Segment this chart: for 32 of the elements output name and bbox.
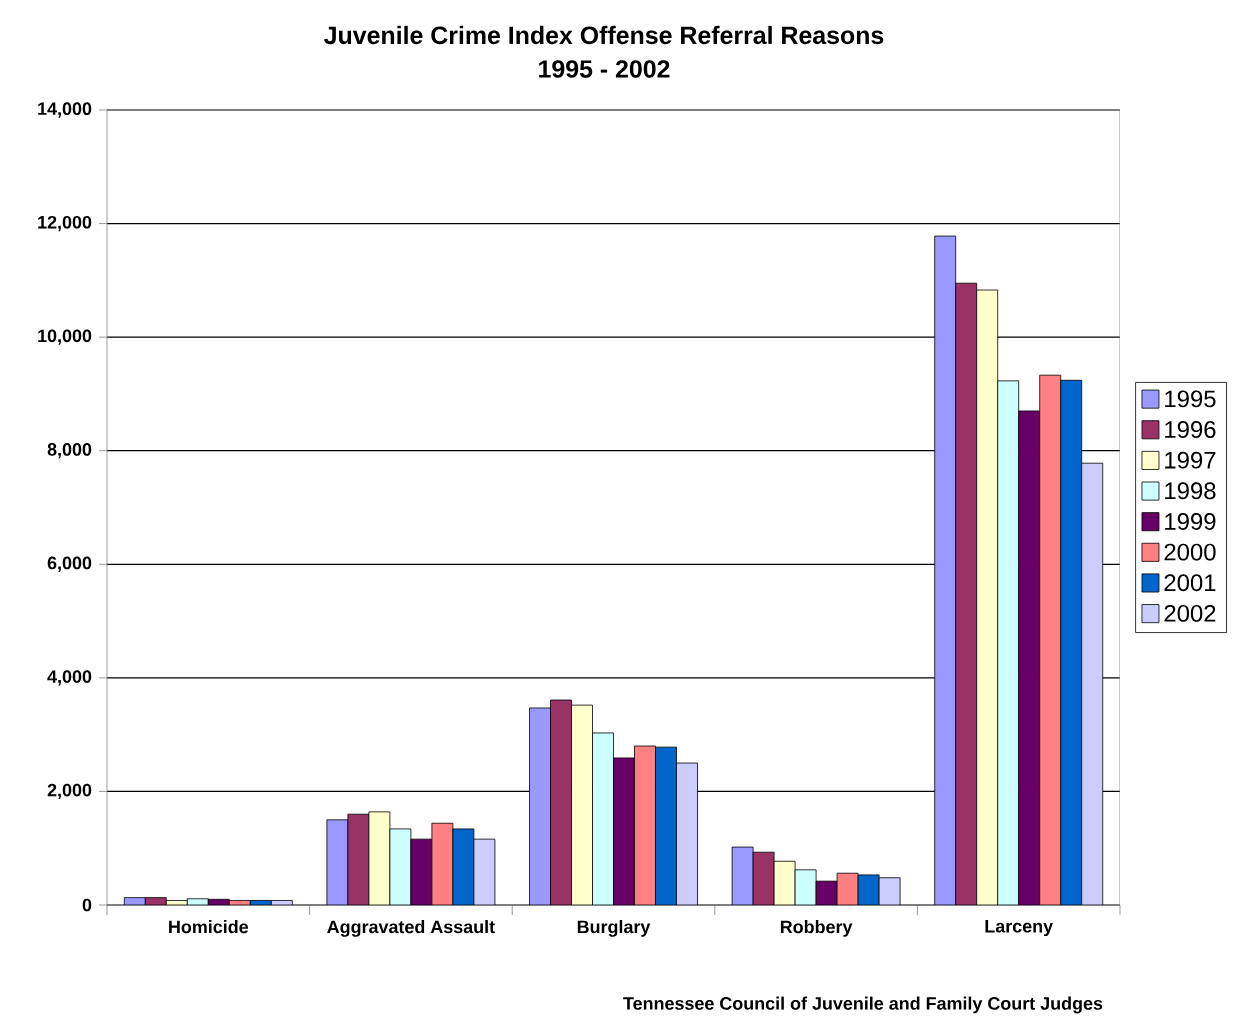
bar: [1018, 410, 1041, 905]
text: Tennessee Council of Juvenile and Family Court Judges: [623, 996, 1103, 1014]
bar: [571, 704, 593, 905]
legend-label: 1999: [1165, 512, 1216, 530]
bar: [934, 235, 957, 905]
y-tick-label: 12,000: [38, 215, 92, 232]
legend-label: 2002: [1164, 604, 1216, 622]
x-tick-label: Burglary: [577, 920, 651, 937]
bar: [529, 707, 551, 905]
y-tick-label: 6,000: [47, 556, 92, 572]
y-tick-label: 14,000: [38, 102, 92, 118]
bar: [655, 746, 677, 905]
legend-label: 2001: [1164, 574, 1216, 592]
x-tick-label: Robbery: [780, 920, 853, 937]
bar: [1060, 379, 1083, 905]
legend-label: 2000: [1164, 543, 1216, 561]
chart-title: Juvenile Crime Index Offense Referral Reasons: [324, 25, 884, 45]
x-tick-label: Larceny: [985, 920, 1053, 937]
x-tick-label: Aggravated Assault: [327, 920, 495, 937]
bar: [976, 289, 999, 905]
legend-label: 1998: [1165, 482, 1216, 500]
y-tick-label: 0: [82, 898, 92, 912]
legend-label: 1997: [1165, 451, 1216, 469]
y-tick-label: 2,000: [47, 783, 92, 800]
chart-subtitle: 1995 - 2002: [539, 60, 670, 78]
legend-label: 1995: [1165, 390, 1216, 408]
y-tick-label: 4,000: [47, 670, 92, 686]
y-tick-label: 8,000: [47, 443, 92, 459]
y-tick-label: 10,000: [38, 329, 92, 345]
bar: [613, 757, 635, 905]
x-tick-label: Homicide: [169, 920, 249, 934]
legend-label: 1996: [1165, 421, 1216, 438]
